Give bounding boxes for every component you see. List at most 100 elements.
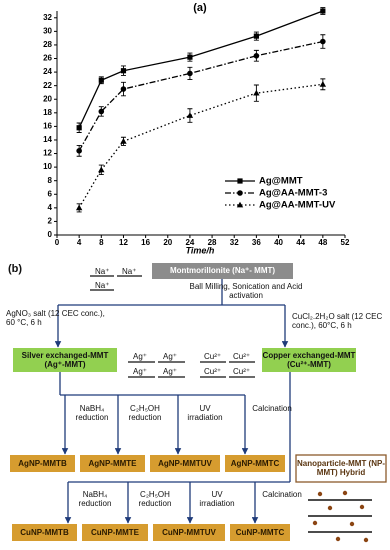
x-tick-label: 44 [296,238,305,247]
ion: Ag⁺ [163,367,178,376]
y-tick-label: 24 [43,67,52,76]
hybrid-illustration [308,490,372,543]
marker [98,77,104,83]
treatment-label: Calcination [262,490,302,499]
marker [76,125,82,131]
marker [187,70,193,77]
treatment-label: C₂H₅OH reduction [138,490,172,509]
marker [75,204,83,211]
ion: Na⁺ [122,267,137,276]
marker [120,86,127,92]
legend-label: Ag@AA-MMT-UV [259,200,336,211]
product-label: AgNP-MMTE [88,459,137,468]
product-label: AgNP-MMTUV [158,459,212,468]
marker [320,38,326,45]
ion: Na⁺ [95,281,110,290]
ion: Ag⁺ [133,367,148,376]
x-tick-label: 20 [163,238,172,247]
ion: Cu²⁺ [204,352,222,361]
x-tick-label: 4 [77,238,82,247]
y-tick-label: 32 [43,13,52,22]
ion: Cu²⁺ [233,367,251,376]
x-tick-label: 48 [318,238,327,247]
hybrid-box [295,454,387,483]
source-text: Montmorillonite (Na⁺- MMT) [169,266,276,275]
y-tick-label: 2 [48,217,53,226]
product-label: AgNP-MMTC [230,459,280,468]
marker [253,53,260,59]
y-tick-label: 4 [48,203,53,212]
product-box [225,455,285,472]
product-label: CuNP-MMTE [91,528,139,537]
y-tick-label: 8 [48,176,53,185]
treatment-label: UV irradiation [199,490,235,509]
product-box [230,524,290,541]
x-tick-label: 12 [119,238,128,247]
ion-lines [90,275,255,378]
activation-text: Ball Milling, Sonication and Acid activa… [189,282,303,301]
marker [120,68,127,74]
y-tick-label: 10 [43,162,52,171]
treatment-label: Calcination [252,404,292,413]
product-label: CuNP-MMTC [235,528,285,537]
copper-conditions: CuCl₂.2H₂O salt (12 CEC conc.), 60°C, 6 … [292,312,383,331]
y-tick-label: 26 [43,54,52,63]
y-tick-label: 6 [48,189,53,198]
product-label: CuNP-MMTB [20,528,69,537]
y-tick-label: 14 [43,135,52,144]
x-tick-label: 36 [252,238,261,247]
source-box [152,263,293,279]
silver-text: Silver exchanged-MMT (Ag⁺-MMT) [21,351,109,370]
silver-conditions: AgNO₃ salt (12 CEC conc.), 60 °C, 6 h [6,309,105,328]
marker [98,108,105,115]
x-axis-label: Time/h [186,245,215,255]
treatment-label: UV irradiation [187,404,223,423]
legend-marker [237,178,243,184]
diagram-shapes [13,263,387,543]
product-box [153,524,225,541]
x-tick-label: 8 [99,238,104,247]
x-tick-label: 0 [55,238,60,247]
y-tick-label: 16 [43,122,52,131]
marker [187,54,193,60]
marker [319,81,327,87]
x-tick-label: 16 [141,238,150,247]
product-box [82,524,148,541]
product-box [80,455,145,472]
y-tick-label: 0 [48,230,53,239]
x-tick-label: 52 [341,238,350,247]
marker [253,89,260,96]
ion: Cu²⁺ [204,367,222,376]
marker [253,33,259,39]
ion: Ag⁺ [133,352,148,361]
product-box [12,524,77,541]
series-line [78,83,323,209]
marker [186,112,194,118]
product-box [10,455,75,472]
legend-label: Ag@MMT [259,176,303,187]
series-line [78,40,323,152]
y-tick-label: 20 [43,94,52,103]
silver-box [13,348,117,372]
legend-marker [237,190,243,196]
treatment-label: C₂H₅OH reduction [128,404,162,423]
x-tick-label: 24 [185,238,194,247]
copper-box [262,348,356,372]
ion: Cu²⁺ [233,352,251,361]
ion: Na⁺ [95,267,110,276]
y-tick-label: 30 [43,26,52,35]
product-label: AgNP-MMTB [18,459,67,468]
y-tick-label: 22 [43,81,52,90]
y-tick-label: 28 [43,40,52,49]
x-tick-label: 40 [274,238,283,247]
marker [320,8,326,14]
marker [76,148,82,154]
marker [120,138,127,144]
hybrid-text: Nanoparticle-MMT (NP-MMT) Hybrid [297,459,385,478]
y-tick-label: 18 [43,108,52,117]
series-line [78,10,324,129]
treatment-label: NaBH₄ reduction [78,490,112,509]
panel-b-label: (b) [8,263,23,275]
